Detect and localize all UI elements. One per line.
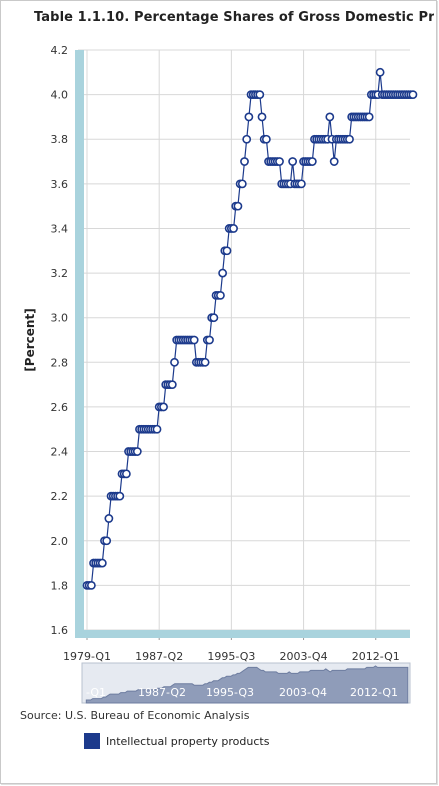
y-tick-label: 1.8 [51,579,69,592]
data-point [104,514,114,523]
y-tick-label: 2.2 [51,490,69,503]
data-point [325,112,335,122]
data-point [244,112,254,122]
data-point [115,491,125,501]
data-point [216,290,225,300]
data-point [86,580,96,590]
x-tick-label: 2003-Q4 [280,650,328,663]
data-point [97,558,107,568]
data-point [132,447,142,456]
navigator-label: 1995-Q3 [206,686,254,699]
navigator-label: -Q1 [86,686,106,699]
data-point [261,134,271,144]
legend-label: Intellectual property products [106,734,270,748]
data-point [364,112,374,122]
source-note: Source: U.S. Bureau of Economic Analysis [20,709,250,722]
legend-swatch [84,733,100,749]
y-tick-label: 2.6 [51,401,69,414]
y-tick-label: 4.0 [51,89,69,102]
data-point [209,313,219,323]
y-axis-label: [Percent] [23,308,37,371]
plot-area [78,50,410,630]
data-point [200,357,210,367]
data-point [255,90,265,100]
navigator-label: 2003-Q4 [279,686,327,699]
data-point [222,246,232,256]
data-point [121,469,131,479]
navigator-label: 2012-Q1 [350,686,398,699]
data-point [152,424,162,434]
y-tick-label: 2.8 [51,356,69,369]
y-tick-label: 2.0 [51,535,69,548]
data-point [233,201,243,211]
x-tick-label: 1995-Q3 [207,650,255,663]
legend[interactable]: Intellectual property products [84,733,269,749]
data-point [296,179,306,189]
data-point [240,157,249,166]
x-tick-label: 2012-Q1 [352,650,400,663]
y-tick-label: 4.2 [51,44,69,57]
y-tick-label: 3.8 [51,133,69,146]
data-point [375,67,385,77]
data-point [218,268,228,278]
data-point [275,157,284,166]
y-tick-label: 3.0 [51,312,69,325]
x-tick-label: 1987-Q2 [135,650,183,663]
data-point [408,90,418,100]
data-point [307,157,317,166]
y-axis-bar [75,50,84,638]
data-point [170,357,179,367]
navigator-series-area [85,665,409,704]
data-point [237,179,247,189]
data-point [159,402,168,412]
navigator-label: 1987-Q2 [138,686,186,699]
data-point [242,134,252,144]
data-point [345,134,354,144]
data-point [257,112,267,122]
data-point [288,157,298,166]
y-tick-label: 3.2 [51,267,69,280]
x-axis-bar [75,630,410,638]
y-tick-label: 3.4 [51,222,69,235]
data-point [329,157,339,166]
y-tick-label: 2.4 [51,446,69,459]
data-point [205,335,214,345]
y-tick-label: 1.6 [51,624,69,637]
data-point [229,224,238,233]
y-tick-label: 3.6 [51,178,69,191]
data-point [102,536,112,546]
x-tick-label: 1979-Q1 [63,650,111,663]
data-point [167,380,177,390]
data-point [189,335,199,345]
chart-title: Table 1.1.10. Percentage Shares of Gross… [34,10,434,25]
